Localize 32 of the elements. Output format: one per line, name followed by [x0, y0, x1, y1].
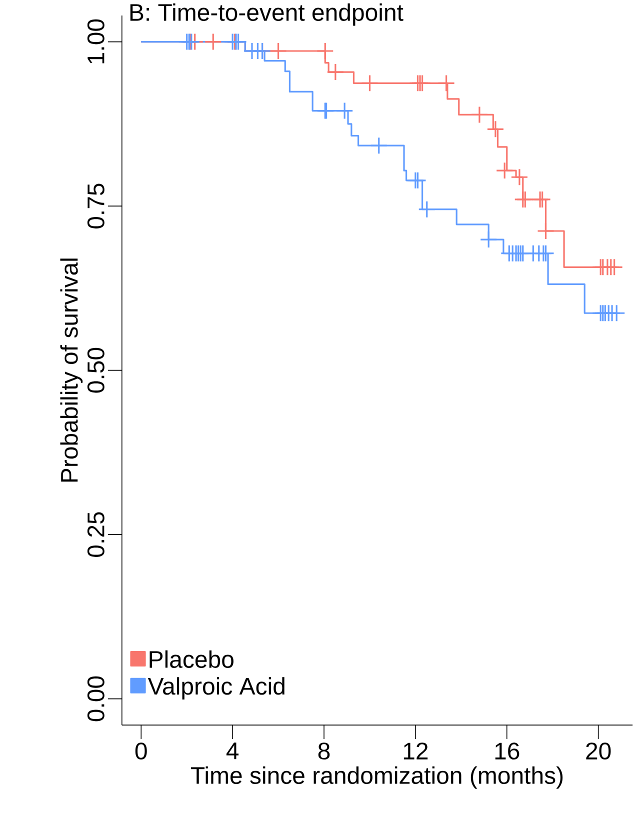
- point: [536, 222, 555, 240]
- y-axis-title: Probability of survival: [60, 258, 83, 482]
- point: [438, 74, 456, 92]
- y-tick-label: 0.50: [87, 348, 104, 393]
- point: [496, 162, 514, 180]
- point: [480, 230, 498, 248]
- y-tick-label: 0.00: [87, 676, 104, 722]
- point: [204, 32, 222, 51]
- point: [360, 74, 379, 92]
- point: [486, 120, 504, 138]
- point: [608, 304, 626, 322]
- x-tick-label: 4: [226, 742, 239, 760]
- point: [336, 102, 354, 120]
- legend-label: Placebo: [150, 650, 234, 668]
- point: [510, 168, 528, 186]
- y-tick-label: 0.75: [87, 184, 104, 228]
- point: [326, 63, 344, 81]
- point: [470, 106, 488, 124]
- x-tick-label: 16: [495, 742, 520, 760]
- x-tick-label: 8: [318, 742, 330, 760]
- point: [269, 42, 288, 60]
- legend-label: Valproic Acid: [148, 677, 284, 700]
- x-tick-label: 20: [586, 742, 611, 760]
- x-tick-label: 12: [404, 742, 428, 760]
- point: [316, 42, 334, 60]
- x-axis-title: Time since randomization (months): [190, 766, 563, 789]
- point: [418, 200, 436, 218]
- x-tick-label: 0: [135, 742, 147, 760]
- chart-title: B: Time-to-event endpoint: [130, 3, 404, 26]
- y-tick-label: 1.00: [87, 19, 104, 64]
- y-tick-label: 0.25: [87, 512, 104, 557]
- point: [370, 136, 388, 154]
